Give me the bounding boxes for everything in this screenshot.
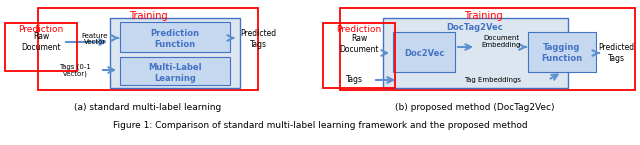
Text: (a) standard multi-label learning: (a) standard multi-label learning [74, 104, 221, 113]
Text: Prediction: Prediction [337, 26, 381, 35]
Text: Tags (0-1
vector): Tags (0-1 vector) [59, 63, 91, 77]
Text: Predicted
Tags: Predicted Tags [240, 29, 276, 49]
Bar [393, 32, 455, 72]
Text: DocTag2Vec: DocTag2Vec [447, 22, 504, 31]
Bar [383, 18, 568, 88]
Text: Raw
Document: Raw Document [21, 32, 61, 52]
Text: Raw
Document: Raw Document [339, 34, 379, 54]
Text: Tags: Tags [346, 76, 362, 85]
Bar [5, 23, 77, 71]
Bar [340, 8, 635, 90]
Bar [323, 23, 395, 88]
Text: Multi-Label
Learning: Multi-Label Learning [148, 63, 202, 83]
Bar [120, 22, 230, 52]
Text: Training: Training [129, 11, 167, 21]
Bar [120, 57, 230, 85]
Text: Predicted
Tags: Predicted Tags [598, 43, 634, 63]
Text: Document
Embedding: Document Embedding [481, 36, 521, 48]
Bar [110, 18, 240, 88]
Text: (b) proposed method (DocTag2Vec): (b) proposed method (DocTag2Vec) [396, 104, 555, 113]
Text: Prediction: Prediction [19, 26, 63, 35]
Text: Training: Training [464, 11, 502, 21]
Text: Doc2Vec: Doc2Vec [404, 48, 444, 58]
Bar [528, 32, 596, 72]
Text: Figure 1: Comparison of standard multi-label learning framework and the proposed: Figure 1: Comparison of standard multi-l… [113, 120, 527, 129]
Text: Prediction
Function: Prediction Function [150, 29, 200, 49]
Bar [38, 8, 258, 90]
Text: Feature
Vector: Feature Vector [82, 32, 108, 46]
Text: Tag Embeddings: Tag Embeddings [465, 77, 522, 83]
Text: Tagging
Function: Tagging Function [541, 43, 582, 63]
